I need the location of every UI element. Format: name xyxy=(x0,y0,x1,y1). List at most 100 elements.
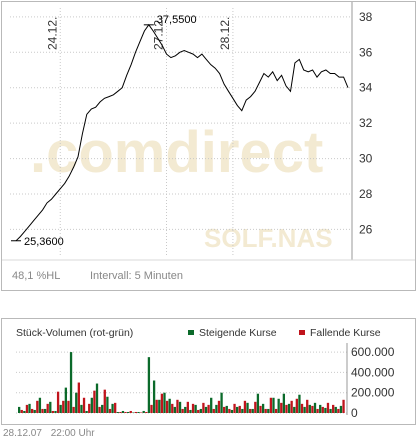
volume-bar-falling xyxy=(290,400,293,413)
volume-bar-rising xyxy=(215,404,218,413)
volume-title: Stück-Volumen (rot-grün) xyxy=(16,327,133,339)
volume-bar-rising xyxy=(158,399,161,413)
volume-bar-rising xyxy=(49,401,52,413)
volume-bar-rising xyxy=(199,408,202,413)
price-y-tick-label: 38 xyxy=(359,10,373,24)
volume-bar-falling xyxy=(20,409,23,413)
price-annotations: 37,5500 25,3600 xyxy=(11,14,197,248)
legend-falling-label: Fallende Kurse xyxy=(310,327,381,339)
volume-bar-rising xyxy=(313,402,317,413)
price-y-tick-label: 30 xyxy=(359,152,373,166)
volume-bar-falling xyxy=(56,391,60,413)
volume-bar-falling xyxy=(202,402,205,413)
volume-bar-falling xyxy=(67,400,70,413)
volume-bar-rising xyxy=(173,406,177,413)
price-x-tick-label: 27.12. xyxy=(152,17,166,50)
volume-bar-falling xyxy=(311,405,314,413)
volume-bar-falling xyxy=(51,410,55,413)
volume-bar-falling xyxy=(264,408,267,413)
volume-y-tick-label: 400.000 xyxy=(351,365,395,379)
volume-bar-falling xyxy=(160,393,164,413)
volume-bar-rising xyxy=(210,397,213,413)
price-extreme-label: 37,5500 xyxy=(157,14,197,26)
volume-bar-rising xyxy=(204,406,208,413)
volume-bar-falling xyxy=(321,406,324,413)
volume-bar-falling xyxy=(337,408,340,413)
volume-bar-rising xyxy=(28,403,31,413)
volume-bar-falling xyxy=(248,408,252,413)
volume-y-tick-label: 200.000 xyxy=(351,386,395,400)
volume-y-tick-label: 600.000 xyxy=(351,345,395,359)
volume-bar-falling xyxy=(103,389,106,413)
volume-bar-falling xyxy=(243,400,247,413)
price-x-tick-label: 24.12. xyxy=(45,17,59,50)
volume-bar-rising xyxy=(256,393,260,413)
legend-rising-label: Steigende Kurse xyxy=(199,327,277,339)
volume-bar-rising xyxy=(137,411,140,413)
volume-bar-falling xyxy=(129,410,132,413)
volume-chart-panel: Stück-Volumen (rot-grün) Steigende Kurse… xyxy=(1,318,416,425)
volume-bar-rising xyxy=(101,404,104,413)
volume-bar-rising xyxy=(287,403,291,413)
volume-bar-falling xyxy=(274,408,278,413)
legend-rising-swatch xyxy=(188,330,194,335)
volume-y-tick-label: 0 xyxy=(351,406,358,420)
volume-bar-falling xyxy=(191,403,195,413)
volume-bar-rising xyxy=(241,408,244,413)
volume-bar-rising xyxy=(261,403,265,413)
hl-stat-value: 48,1 xyxy=(12,270,33,282)
volume-bar-falling xyxy=(181,408,184,413)
volume-bar-rising xyxy=(298,394,301,413)
price-extreme-label: 25,3600 xyxy=(24,236,64,248)
volume-bar-falling xyxy=(165,400,169,413)
volume-bar-rising xyxy=(54,410,57,413)
volume-bar-falling xyxy=(62,400,65,413)
volume-bars xyxy=(18,352,345,413)
volume-bar-falling xyxy=(41,408,44,413)
volume-bar-falling xyxy=(300,403,304,413)
volume-bar-falling xyxy=(155,399,158,413)
volume-y-axis: 0 200.000 400.000 600.000 xyxy=(346,343,395,420)
volume-bar-rising xyxy=(251,408,254,413)
volume-bar-falling xyxy=(207,404,210,413)
volume-bar-rising xyxy=(33,409,36,413)
volume-bar-falling xyxy=(46,403,49,413)
volume-bar-rising xyxy=(38,397,42,413)
volume-bar-falling xyxy=(285,404,288,413)
volume-bar-falling xyxy=(269,397,273,413)
volume-bar-falling xyxy=(171,403,174,413)
volume-bar-rising xyxy=(220,392,223,413)
volume-bar-falling xyxy=(332,404,335,413)
volume-bar-rising xyxy=(111,403,114,413)
volume-bar-falling xyxy=(295,398,298,413)
volume-bar-rising xyxy=(163,392,166,413)
volume-bar-falling xyxy=(259,405,262,413)
volume-bar-rising xyxy=(116,411,119,413)
watermark-symbol: SOLF.NAS xyxy=(204,223,333,253)
volume-bar-falling xyxy=(124,411,127,413)
volume-bar-falling xyxy=(25,404,29,413)
volume-bar-falling xyxy=(238,405,241,413)
volume-bar-rising xyxy=(64,387,68,413)
volume-bar-rising xyxy=(132,412,135,413)
hl-stat: 48,1 %HL xyxy=(12,270,60,282)
volume-bar-rising xyxy=(277,398,280,413)
volume-bar-rising xyxy=(225,405,228,413)
volume-bar-falling xyxy=(223,406,226,413)
volume-bar-rising xyxy=(90,397,93,413)
volume-bar-rising xyxy=(75,392,78,413)
volume-bar-rising xyxy=(236,406,239,413)
volume-bar-falling xyxy=(342,399,345,413)
volume-bar-rising xyxy=(127,411,130,413)
price-y-tick-label: 32 xyxy=(359,116,373,130)
volume-bar-rising xyxy=(267,408,270,413)
volume-bar-falling xyxy=(134,411,138,413)
volume-bar-rising xyxy=(184,406,187,413)
hl-stat-unit: %HL xyxy=(36,270,60,282)
volume-bar-rising xyxy=(303,406,306,413)
price-chart-panel: .comdirect SOLF.NAS 26 28 30 32 34 36 38 24.12… xyxy=(1,1,416,291)
volume-bar-falling xyxy=(82,397,86,413)
volume-bar-falling xyxy=(145,411,148,413)
volume-bar-falling xyxy=(186,401,189,413)
volume-bar-falling xyxy=(228,408,231,413)
